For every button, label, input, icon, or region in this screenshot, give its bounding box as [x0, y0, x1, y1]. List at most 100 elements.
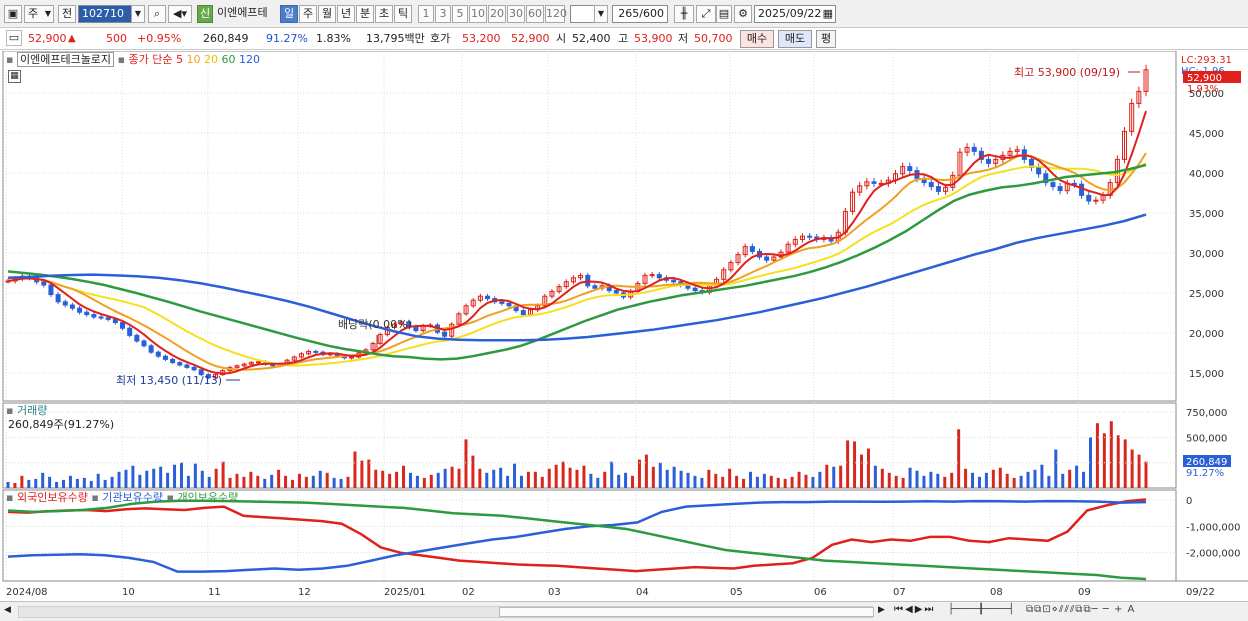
volume-bar: [1061, 473, 1065, 488]
period-button-2[interactable]: 월: [318, 5, 336, 23]
x-tick-label: 12: [298, 587, 311, 598]
candle-body: [1079, 183, 1085, 196]
chart-svg[interactable]: 50,000 45,000 40,000 35,000 30,000 25,000 20,0…: [0, 50, 1248, 601]
count-button-60[interactable]: 60: [526, 5, 544, 23]
institution-holding-label[interactable]: 기관보유수량: [102, 491, 164, 504]
volume-subtitle: 260,849주(91.27%): [8, 418, 115, 431]
count-button-3[interactable]: 3: [435, 5, 451, 23]
draw-icon[interactable]: ⤢: [696, 5, 716, 23]
volume-bar: [506, 475, 510, 488]
scope-dropdown[interactable]: 전: [58, 5, 76, 23]
count-button-5[interactable]: 5: [452, 5, 468, 23]
chevron-down-icon[interactable]: ▼: [131, 5, 145, 23]
volume-bar: [193, 463, 197, 488]
volume-tick-label: 750,000: [1186, 408, 1227, 419]
count-button-120[interactable]: 120: [545, 5, 567, 23]
scroll-left-icon[interactable]: ◀: [4, 605, 11, 615]
ma-label[interactable]: 종가 단순: [128, 53, 173, 66]
volume-bar: [929, 471, 933, 488]
candle-body: [134, 334, 140, 342]
tool-icons[interactable]: ⧉⧉⊡⋄⫽⫽⫽⧉⧉─ ─ + A: [1026, 604, 1136, 615]
volume-title[interactable]: 거래량: [16, 404, 48, 417]
volume-bar: [880, 468, 884, 488]
volume-bar: [284, 475, 288, 488]
volume-bar: [1040, 464, 1044, 488]
stock-name-legend[interactable]: 이엔에프테크놀로지: [16, 52, 115, 67]
volume-bar: [547, 468, 551, 488]
count-button-30[interactable]: 30: [507, 5, 525, 23]
ma-120-label: 120: [239, 53, 261, 66]
eval-button[interactable]: 평: [816, 30, 836, 48]
volume-bar: [492, 469, 496, 488]
ma-60-line: [7, 163, 1147, 361]
holding-line-2: [7, 499, 1147, 581]
volume-tick-label: 500,000: [1186, 433, 1227, 444]
price-legend: ▪ 이엔에프테크놀로지 ▪ 종가 단순 5 10 20 60 120: [6, 52, 261, 67]
last-price-tag-bg: [1183, 71, 1241, 83]
candle-icon[interactable]: ╫: [674, 5, 694, 23]
lc-label: LC:293.31: [1181, 55, 1232, 66]
volume-bar: [686, 472, 690, 488]
scroll-right-icon[interactable]: ▶: [878, 605, 885, 615]
period-button-6[interactable]: 틱: [394, 5, 412, 23]
volume-bar: [977, 476, 981, 488]
open-label: 시: [556, 32, 567, 45]
count-display[interactable]: 265/600: [612, 5, 668, 23]
ma-5-line: [7, 110, 1147, 375]
volume-bar: [735, 475, 739, 488]
period-button-3[interactable]: 년: [337, 5, 355, 23]
gear-icon[interactable]: ⚙: [734, 5, 752, 23]
candle-body: [506, 302, 512, 307]
save-icon[interactable]: ▤: [716, 5, 732, 23]
foreign-holding-label[interactable]: 외국인보유수량: [16, 491, 88, 504]
date-input[interactable]: 2025/09/22 ▦: [754, 5, 836, 23]
volume-bar: [665, 469, 669, 488]
count-button-20[interactable]: 20: [488, 5, 506, 23]
candle-body: [349, 356, 355, 359]
table-icon[interactable]: ▦: [8, 70, 21, 83]
type-dropdown[interactable]: 주 ▼: [24, 5, 54, 23]
candle-body: [84, 311, 90, 316]
volume-bar: [1033, 469, 1037, 488]
period-button-4[interactable]: 분: [356, 5, 374, 23]
volume-bar: [679, 470, 683, 488]
scroll-thumb[interactable]: [499, 607, 874, 617]
last-change-tag: 1.93%: [1187, 84, 1219, 95]
period-button-1[interactable]: 주: [299, 5, 317, 23]
volume-bar: [651, 466, 655, 488]
speaker-icon[interactable]: ◀▾: [168, 5, 192, 23]
period-button-5[interactable]: 초: [375, 5, 393, 23]
volume-bar: [89, 480, 93, 488]
volume-bar: [866, 448, 870, 488]
chart-area[interactable]: 50,000 45,000 40,000 35,000 30,000 25,000 20,0…: [0, 50, 1248, 601]
volume-bar: [173, 464, 177, 488]
period-button-0[interactable]: 일: [280, 5, 298, 23]
chevron-down-icon[interactable]: ▼: [594, 5, 608, 23]
candle-body: [556, 286, 562, 292]
price-change: 500: [106, 32, 127, 45]
individual-holding-label[interactable]: 개인보유수량: [177, 491, 239, 504]
layout-icon[interactable]: ▣: [4, 5, 22, 23]
volume-bar: [519, 475, 523, 488]
chart-scrollbar[interactable]: ◀ ▶ ⏮◀▶⏭ ├────╂────┤ ⧉⧉⊡⋄⫽⫽⫽⧉⧉─ ─ + A: [0, 601, 1248, 621]
collapse-icon[interactable]: ▭: [6, 30, 22, 46]
buy-button[interactable]: 매수: [740, 30, 774, 48]
search-icon[interactable]: ⌕: [148, 5, 166, 23]
volume-bar: [901, 477, 905, 488]
count-button-1[interactable]: 1: [418, 5, 434, 23]
scroll-track[interactable]: [18, 606, 874, 618]
volume-bar: [762, 473, 766, 488]
volume-bar: [769, 475, 773, 488]
sell-button[interactable]: 매도: [778, 30, 812, 48]
candle-body: [649, 274, 655, 277]
candle-body: [764, 256, 770, 261]
nav-buttons[interactable]: ⏮◀▶⏭: [894, 604, 936, 615]
candle-body: [742, 246, 748, 256]
stock-code-input[interactable]: 102710: [78, 5, 144, 23]
holding-line-1: [7, 499, 1147, 573]
x-tick-label: 10: [122, 587, 135, 598]
candle-body: [850, 191, 856, 212]
count-button-10[interactable]: 10: [469, 5, 487, 23]
candle-body: [62, 301, 68, 306]
zoom-slider[interactable]: ├────╂────┤: [948, 604, 1015, 615]
